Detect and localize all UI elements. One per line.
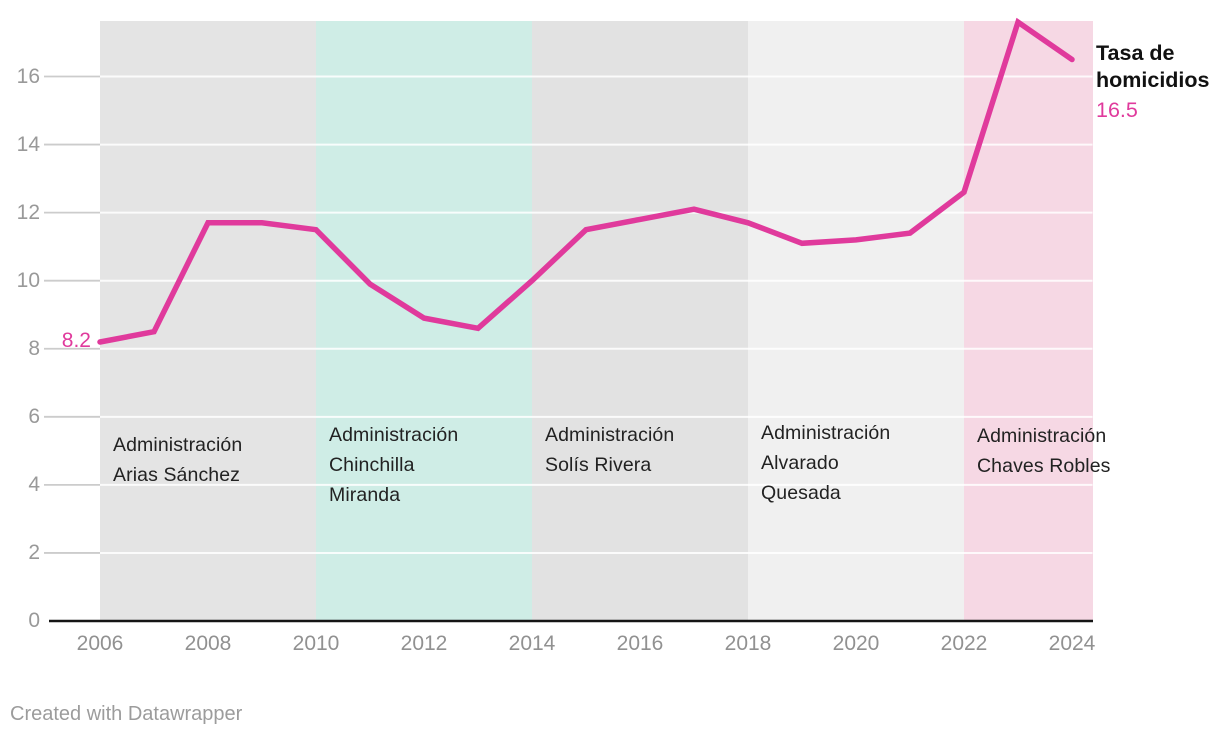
x-tick-label: 2014 xyxy=(508,632,556,655)
x-tick-label: 2016 xyxy=(616,632,664,655)
y-tick-label: 2 xyxy=(28,540,40,564)
series-annotation: Tasa de homicidios 16.5 xyxy=(1096,40,1220,122)
x-tick-label: 2024 xyxy=(1048,632,1096,655)
x-tick-label: 2008 xyxy=(184,632,232,655)
x-tick-label: 2020 xyxy=(832,632,880,655)
y-tick-label: 8 xyxy=(28,336,40,360)
y-tick-label: 6 xyxy=(28,404,40,428)
y-tick-label: 14 xyxy=(16,132,40,156)
series-annotation-value: 16.5 xyxy=(1096,98,1138,122)
era-band-label-1: Administración Chinchilla Miranda xyxy=(329,424,459,506)
era-band-label-0: Administración Arias Sánchez xyxy=(113,434,243,486)
y-tick-label: 16 xyxy=(16,64,40,88)
x-tick-label: 2012 xyxy=(400,632,448,655)
x-tick-label: 2006 xyxy=(76,632,124,655)
era-band-label-4: Administración Chaves Robles xyxy=(977,425,1111,477)
x-tick-label: 2018 xyxy=(724,632,772,655)
y-tick-label: 12 xyxy=(16,200,40,224)
x-tick-label: 2010 xyxy=(292,632,340,655)
x-tick-label: 2022 xyxy=(940,632,988,655)
era-band-label-3: Administración Alvarado Quesada xyxy=(761,422,891,504)
y-tick-label: 4 xyxy=(28,472,40,496)
y-tick-label: 0 xyxy=(28,609,40,632)
y-tick-label: 10 xyxy=(16,268,40,292)
series-annotation-title: Tasa de homicidios xyxy=(1096,41,1210,92)
era-band-label-2: Administración Solís Rivera xyxy=(545,424,675,476)
first-value-label: 8.2 xyxy=(61,329,91,352)
datawrapper-attribution: Created with Datawrapper xyxy=(10,703,243,725)
